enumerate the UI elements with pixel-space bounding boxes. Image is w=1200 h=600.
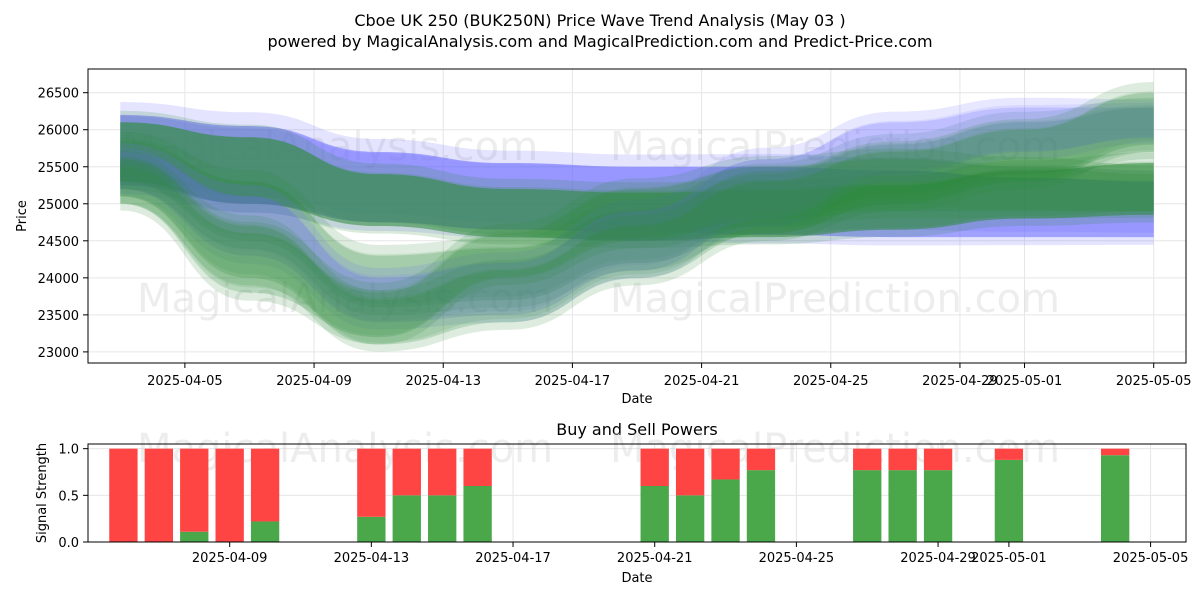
top-plot-frame [87,68,1187,364]
bottom-x-tick-label: 2025-04-09 [192,551,268,566]
chart-title: Cboe UK 250 (BUK250N) Price Wave Trend A… [354,11,845,30]
wave-band [120,92,1154,345]
top-y-tick-label: 23500 [38,309,79,324]
sell-bar [640,448,669,486]
bottom-plot-frame [87,443,1187,543]
top-y-tick-label: 23000 [38,346,79,361]
bottom-chart-title: Buy and Sell Powers [556,420,718,439]
watermark-top-3: MagicalAnalysis.com [137,276,553,322]
wave-band [120,102,1154,321]
bottom-x-tick-label: 2025-04-21 [617,551,693,566]
bottom-y-tick-label: 0.0 [58,536,79,551]
bottom-y-tick-label: 1.0 [58,443,79,458]
bottom-y-axis-label: Signal Strength [35,443,50,543]
bottom-x-tick-label: 2025-04-13 [334,551,410,566]
top-x-tick-label: 2025-04-29 [922,374,998,389]
top-y-tick-label: 26500 [38,87,79,102]
bottom-x-tick-label: 2025-04-25 [759,551,835,566]
top-x-tick-label: 2025-04-05 [147,374,223,389]
top-x-tick-label: 2025-05-01 [987,374,1063,389]
buy-bar [463,486,492,542]
buy-bar [180,531,209,542]
top-x-tick-label: 2025-04-25 [793,374,869,389]
wave-band [120,107,1154,323]
wave-band [120,148,1154,345]
buy-bar [1100,455,1130,542]
top-x-tick-label: 2025-05-05 [1116,374,1192,389]
sell-bar [888,448,917,471]
bottom-x-axis-label: Date [621,571,652,586]
top-y-ticks: 23000 23500 24000 24500 25000 25500 26000 26500 [38,87,88,361]
watermark-top-2: MagicalPrediction.com [610,124,1060,170]
watermark-top-4: MagicalPrediction.com [610,276,1060,322]
sell-bar [1100,448,1130,456]
top-y-tick-label: 26000 [38,124,79,139]
bottom-x-tick-label: 2025-05-01 [971,551,1047,566]
bottom-x-ticks: 2025-04-09 2025-04-13 2025-04-17 2025-04-21… [192,542,1188,566]
sell-bar [923,448,953,471]
buy-bar [675,495,705,542]
wave-band [120,110,1154,249]
sell-bar [144,448,174,542]
top-x-ticks: 2025-04-05 2025-04-09 2025-04-13 2025-04-17… [147,363,1191,389]
buy-bar [888,470,917,542]
buy-bar [711,479,740,542]
buy-bar [250,521,280,542]
buy-bar [746,470,776,542]
wave-band [120,107,1154,308]
sell-bar [994,448,1024,460]
sell-bar [215,448,244,542]
bottom-y-ticks: 0.0 0.5 1.0 [58,443,88,551]
top-x-tick-label: 2025-04-13 [405,374,481,389]
sell-bar [392,448,421,496]
wave-band [120,105,1154,304]
sell-bar [250,448,280,522]
sell-bar [675,448,705,496]
sell-bar [109,448,138,542]
buy-bar [994,459,1024,542]
chart-subtitle: powered by MagicalAnalysis.com and Magic… [267,32,932,51]
top-plot: MagicalAnalysis.com MagicalPrediction.co… [15,68,1191,407]
top-y-tick-label: 24500 [38,235,79,250]
top-x-tick-label: 2025-04-09 [276,374,352,389]
buy-bar [392,495,421,542]
wave-band [120,97,1154,316]
wave-band [120,97,1154,330]
signal-bars [109,448,1130,542]
top-x-tick-label: 2025-04-21 [664,374,740,389]
sell-bar [746,448,776,471]
buy-bar [428,495,457,542]
sell-bar [180,448,209,532]
wave-bands [120,82,1154,352]
wave-band [120,91,1154,343]
sell-bar [428,448,457,496]
sell-bar [463,448,492,486]
wave-band [120,82,1154,352]
sell-bar [357,448,386,517]
bottom-y-tick-label: 0.5 [58,489,79,504]
bottom-plot: Buy and Sell Powers MagicalAnalysis.com … [35,420,1188,586]
top-y-tick-label: 24000 [38,272,79,287]
bottom-x-tick-label: 2025-04-29 [900,551,976,566]
bottom-x-tick-label: 2025-05-05 [1113,551,1189,566]
wave-band [120,157,1154,336]
bottom-x-tick-label: 2025-04-17 [475,551,551,566]
wave-band [120,121,1154,239]
sell-bar [853,448,882,471]
top-y-axis-label: Price [15,200,30,232]
top-x-axis-label: Date [621,392,652,407]
wave-band [120,122,1154,241]
buy-bar [640,486,669,542]
buy-bar [923,470,953,542]
wave-band [120,159,1154,338]
top-x-tick-label: 2025-04-17 [535,374,611,389]
top-y-tick-label: 25500 [38,161,79,176]
buy-bar [357,516,386,542]
sell-bar [711,448,740,480]
top-y-tick-label: 25000 [38,198,79,213]
buy-bar [853,470,882,542]
